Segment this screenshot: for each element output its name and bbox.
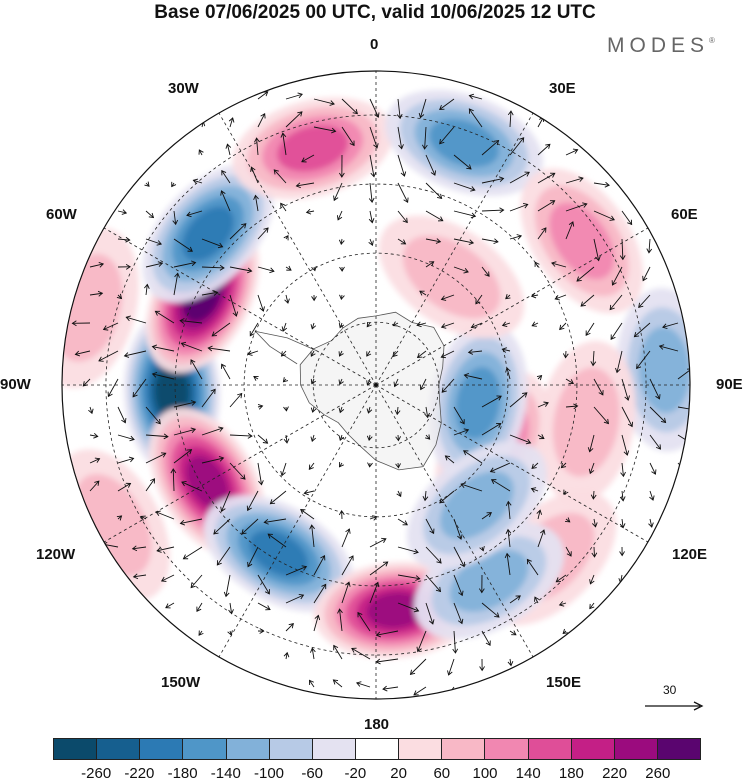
- colorbar-swatch: [485, 739, 529, 759]
- lon-label-90e: 90E: [716, 376, 743, 393]
- map-boundary: [61, 70, 691, 700]
- lon-label-150w: 150W: [161, 674, 201, 691]
- colorbar-swatch: [269, 739, 313, 759]
- colorbar-tick-label: -260: [81, 765, 112, 782]
- brand-logo: MODES®: [607, 34, 715, 57]
- colorbar-tick-label: 220: [602, 765, 628, 782]
- colorbar-tick-label: 60: [433, 765, 451, 782]
- colorbar-swatch: [97, 739, 141, 759]
- anomaly-blob: [232, 97, 393, 200]
- colorbar-swatch: [614, 739, 658, 759]
- colorbar-swatch: [528, 739, 572, 759]
- colorbar: [53, 738, 701, 760]
- lon-label-120w: 120W: [36, 546, 76, 563]
- lon-label-120e: 120E: [672, 546, 708, 563]
- colorbar-swatch: [355, 739, 400, 759]
- colorbar-swatch: [312, 739, 356, 759]
- colorbar-swatch: [183, 739, 227, 759]
- colorbar-tick-label: 100: [472, 765, 498, 782]
- anomaly-blob: [379, 215, 525, 339]
- anomaly-field: [62, 71, 690, 699]
- anomaly-blob: [385, 89, 543, 197]
- colorbar-tick-label: -220: [124, 765, 155, 782]
- colorbar-swatch: [140, 739, 184, 759]
- colorbar-swatch: [442, 739, 486, 759]
- lon-label-30w: 30W: [168, 80, 199, 97]
- lon-label-60e: 60E: [671, 206, 698, 223]
- anomaly-blob: [142, 164, 274, 303]
- lon-label-90w: 90W: [0, 376, 31, 393]
- colorbar-tick-label: 140: [515, 765, 541, 782]
- colorbar-ticks: -260 -220 -180 -140 -100 -60 -20 20 60 100 140 180 2…: [0, 765, 750, 783]
- colorbar-tick-label: 180: [558, 765, 584, 782]
- map-title: Base 07/06/2025 00 UTC, valid 10/06/2025…: [154, 2, 596, 23]
- colorbar-tick-label: -100: [253, 765, 285, 782]
- colorbar-tick-label: -20: [344, 765, 367, 782]
- colorbar-tick-label: -140: [210, 765, 241, 782]
- reference-vector-label: 30: [663, 683, 677, 697]
- colorbar-tick-label: -180: [167, 765, 198, 782]
- colorbar-swatch: [399, 739, 443, 759]
- colorbar-swatch: [226, 739, 270, 759]
- lon-label-180: 180: [364, 716, 390, 733]
- wind-vectors: [71, 91, 690, 698]
- graticule: [62, 71, 690, 699]
- colorbar-tick-label: -60: [301, 765, 324, 782]
- lon-label-60w: 60W: [46, 206, 77, 223]
- reference-arrow-icon: [645, 701, 704, 711]
- colorbar-swatch: [54, 739, 98, 759]
- colorbar-swatch: [571, 739, 615, 759]
- anomaly-blob: [406, 441, 547, 570]
- colorbar-tick-label: 20: [390, 765, 407, 782]
- colorbar-tick-label: 260: [645, 765, 671, 782]
- lon-label-0: 0: [370, 36, 379, 53]
- lon-label-150e: 150E: [546, 674, 582, 691]
- lon-label-30e: 30E: [549, 80, 576, 97]
- colorbar-swatch: [657, 739, 701, 759]
- polar-map: [61, 70, 691, 700]
